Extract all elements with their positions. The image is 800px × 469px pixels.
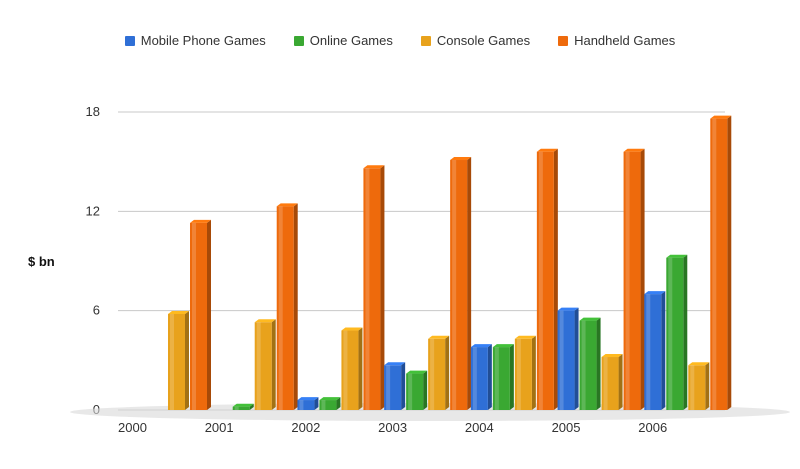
legend-item: Online Games [293,33,393,48]
y-axis-label: $ bn [28,254,55,269]
x-tick-label: 2004 [465,420,494,435]
bar [428,335,450,410]
bar [384,362,406,410]
bar [363,165,385,410]
bar [190,219,211,410]
y-tick-label: 12 [86,203,100,218]
legend-swatch [558,35,569,46]
legend-swatch [293,35,304,46]
legend-label: Handheld Games [574,33,676,48]
bar [297,397,319,410]
bar [514,335,536,410]
bar [406,370,428,410]
bar [168,310,189,410]
legend-label: Console Games [436,33,531,48]
legend-item: Handheld Games [558,33,675,48]
legend-label: Online Games [309,33,393,48]
x-tick-label: 2000 [118,420,147,435]
x-tick-label: 2001 [205,420,234,435]
legend: Mobile Phone Games Online Games Console Ga… [0,33,800,48]
bar [341,327,363,410]
x-tick-label: 2005 [552,420,581,435]
bar [276,203,298,410]
bar [492,344,514,410]
x-tick-label: 2006 [638,420,667,435]
bar [470,344,492,410]
bar [232,403,254,410]
bar [450,157,472,410]
y-tick-label: 18 [86,104,100,119]
legend-swatch [124,35,135,46]
bar [688,362,710,410]
bar [319,397,341,410]
bar [601,354,623,410]
bar [666,254,688,410]
bar [710,115,732,410]
bar [623,148,645,410]
bar [254,319,276,410]
legend-item: Console Games [420,33,531,48]
y-tick-label: 6 [93,303,100,318]
bar [644,291,666,410]
legend-swatch [420,35,431,46]
x-tick-label: 2003 [378,420,407,435]
bar [579,317,601,410]
x-tick-label: 2002 [291,420,320,435]
legend-label: Mobile Phone Games [140,33,266,48]
bar [557,307,579,410]
bar [536,148,558,410]
legend-item: Mobile Phone Games [124,33,266,48]
